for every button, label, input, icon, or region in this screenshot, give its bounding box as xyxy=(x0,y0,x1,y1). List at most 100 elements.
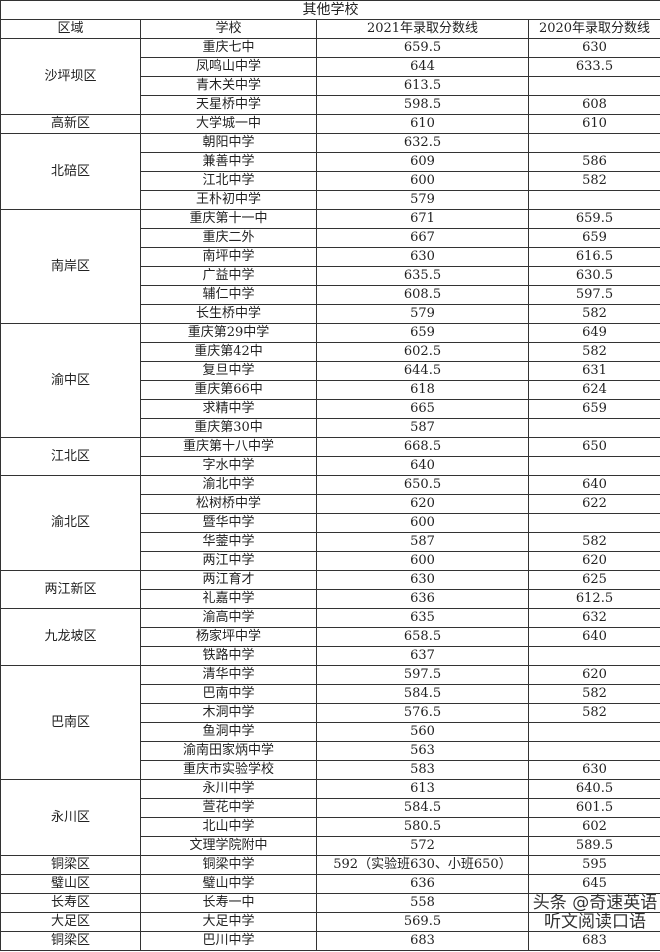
school-cell: 清华中学 xyxy=(140,665,317,685)
score-2021-cell: 587 xyxy=(316,418,529,438)
score-2021-cell: 600 xyxy=(316,551,529,571)
school-cell: 重庆第十八中学 xyxy=(140,437,317,457)
score-2020-cell: 610 xyxy=(528,114,660,134)
school-cell: 巴南中学 xyxy=(140,684,317,704)
table-row: 永川区 永川中学 613 640.5 xyxy=(0,779,660,856)
district-cell: 江北区 xyxy=(0,437,141,476)
score-2020-cell: 650 xyxy=(528,437,660,457)
score-2020-cell xyxy=(528,456,660,476)
school-cell: 渝北中学 xyxy=(140,475,317,495)
school-cell: 江北中学 xyxy=(140,171,317,191)
header-2021: 2021年录取分数线 xyxy=(316,19,529,39)
score-2021-cell: 572 xyxy=(316,836,529,856)
school-cell: 大学城一中 xyxy=(140,114,317,134)
score-2020-cell xyxy=(528,741,660,761)
table-row: 高新区 大学城一中 610 610 xyxy=(0,114,660,134)
school-cell: 杨家坪中学 xyxy=(140,627,317,647)
score-2021-cell: 592（实验班630、小班650） xyxy=(316,855,529,875)
district-cell: 两江新区 xyxy=(0,570,141,609)
school-cell: 重庆第66中 xyxy=(140,380,317,400)
school-cell: 鱼洞中学 xyxy=(140,722,317,742)
score-2020-cell: 620 xyxy=(528,551,660,571)
school-cell: 萱花中学 xyxy=(140,798,317,818)
score-2021-cell: 600 xyxy=(316,513,529,533)
score-2021-cell: 560 xyxy=(316,722,529,742)
score-2021-cell: 632.5 xyxy=(316,133,529,153)
score-2021-cell: 640 xyxy=(316,456,529,476)
score-2020-cell: 624 xyxy=(528,380,660,400)
score-2021-cell: 668.5 xyxy=(316,437,529,457)
score-2021-cell: 636 xyxy=(316,589,529,609)
score-2021-cell: 635.5 xyxy=(316,266,529,286)
score-2021-cell: 644 xyxy=(316,57,529,77)
table-row: 重庆二外 667 659 xyxy=(1,228,660,248)
table-row: 华蓥中学 587 582 xyxy=(1,532,660,552)
score-2021-cell: 558 xyxy=(316,893,529,913)
school-cell: 北山中学 xyxy=(140,817,317,837)
score-2020-cell: 597.5 xyxy=(528,285,660,305)
score-2021-cell: 576.5 xyxy=(316,703,529,723)
score-2020-cell: 582 xyxy=(528,703,660,723)
school-cell: 重庆第42中 xyxy=(140,342,317,362)
score-2020-cell: 683 xyxy=(528,931,660,951)
score-2021-cell: 665 xyxy=(316,399,529,419)
district-cell: 巴南区 xyxy=(0,665,141,780)
score-2020-cell: 659 xyxy=(528,399,660,419)
score-2020-cell: 630.5 xyxy=(528,266,660,286)
school-cell: 求精中学 xyxy=(140,399,317,419)
table-row: 南坪中学 630 616.5 xyxy=(1,247,660,267)
table-row: 木洞中学 576.5 582 xyxy=(1,703,660,723)
table-row: 北碚区 朝阳中学 632.5 xyxy=(0,133,660,210)
school-cell: 两江育才 xyxy=(140,570,317,590)
table-row: 渝北区 渝北中学 650.5 640 xyxy=(0,475,660,571)
score-2021-cell: 587 xyxy=(316,532,529,552)
school-cell: 永川中学 xyxy=(140,779,317,799)
score-2021-cell: 579 xyxy=(316,190,529,210)
score-2021-cell: 644.5 xyxy=(316,361,529,381)
school-cell: 重庆第十一中 xyxy=(140,209,317,229)
district-cell: 高新区 xyxy=(0,114,141,134)
school-cell: 重庆市实验学校 xyxy=(140,760,317,780)
score-2021-cell: 635 xyxy=(316,608,529,628)
score-2020-cell: 586 xyxy=(528,152,660,172)
table-row: 两江中学 600 620 xyxy=(1,551,660,571)
table-row: 两江新区 两江育才 630 625 xyxy=(0,570,660,609)
school-cell: 华蓥中学 xyxy=(140,532,317,552)
score-2021-cell: 610 xyxy=(316,114,529,134)
district-cell: 北碚区 xyxy=(0,133,141,210)
school-cell: 凤鸣山中学 xyxy=(140,57,317,77)
score-2020-cell: 582 xyxy=(528,304,660,324)
school-cell: 璧山中学 xyxy=(140,874,317,894)
score-2021-cell: 583 xyxy=(316,760,529,780)
watermark: 头条 @奇速英语听文阅读口语 xyxy=(532,893,658,932)
district-cell: 长寿区 xyxy=(0,893,141,913)
table-row: 巴南区 清华中学 597.5 620 xyxy=(0,665,660,780)
header-2020: 2020年录取分数线 xyxy=(528,19,660,39)
score-2021-cell: 613 xyxy=(316,779,529,799)
school-cell: 木洞中学 xyxy=(140,703,317,723)
district-cell: 璧山区 xyxy=(0,874,141,894)
header-district: 区域 xyxy=(0,19,141,39)
school-cell: 文理学院附中 xyxy=(140,836,317,856)
table-row: 松树桥中学 620 622 xyxy=(1,494,660,514)
table-row: 暨华中学 600 xyxy=(1,513,660,533)
score-2021-cell: 600 xyxy=(316,171,529,191)
score-2021-cell: 618 xyxy=(316,380,529,400)
school-cell: 两江中学 xyxy=(140,551,317,571)
district-cell: 铜梁区 xyxy=(0,931,141,951)
table-row: 重庆市实验学校 583 630 xyxy=(1,760,660,780)
table-row: 巴南中学 584.5 582 xyxy=(1,684,660,704)
score-2020-cell: 612.5 xyxy=(528,589,660,609)
table-row: 渝中区 重庆第29中学 659 649 xyxy=(0,323,660,438)
school-cell: 朝阳中学 xyxy=(140,133,317,153)
score-2021-cell: 620 xyxy=(316,494,529,514)
school-cell: 大足中学 xyxy=(140,912,317,932)
score-2020-cell: 582 xyxy=(528,171,660,191)
table-row: 江北区 重庆第十八中学 668.5 650 xyxy=(0,437,660,476)
school-cell: 渝南田家炳中学 xyxy=(140,741,317,761)
title-row: 其他学校 xyxy=(0,0,660,20)
score-2020-cell: 625 xyxy=(528,570,660,590)
school-cell: 重庆七中 xyxy=(140,38,317,58)
table-row: 沙坪坝区 重庆七中 659.5 630 xyxy=(0,38,660,115)
